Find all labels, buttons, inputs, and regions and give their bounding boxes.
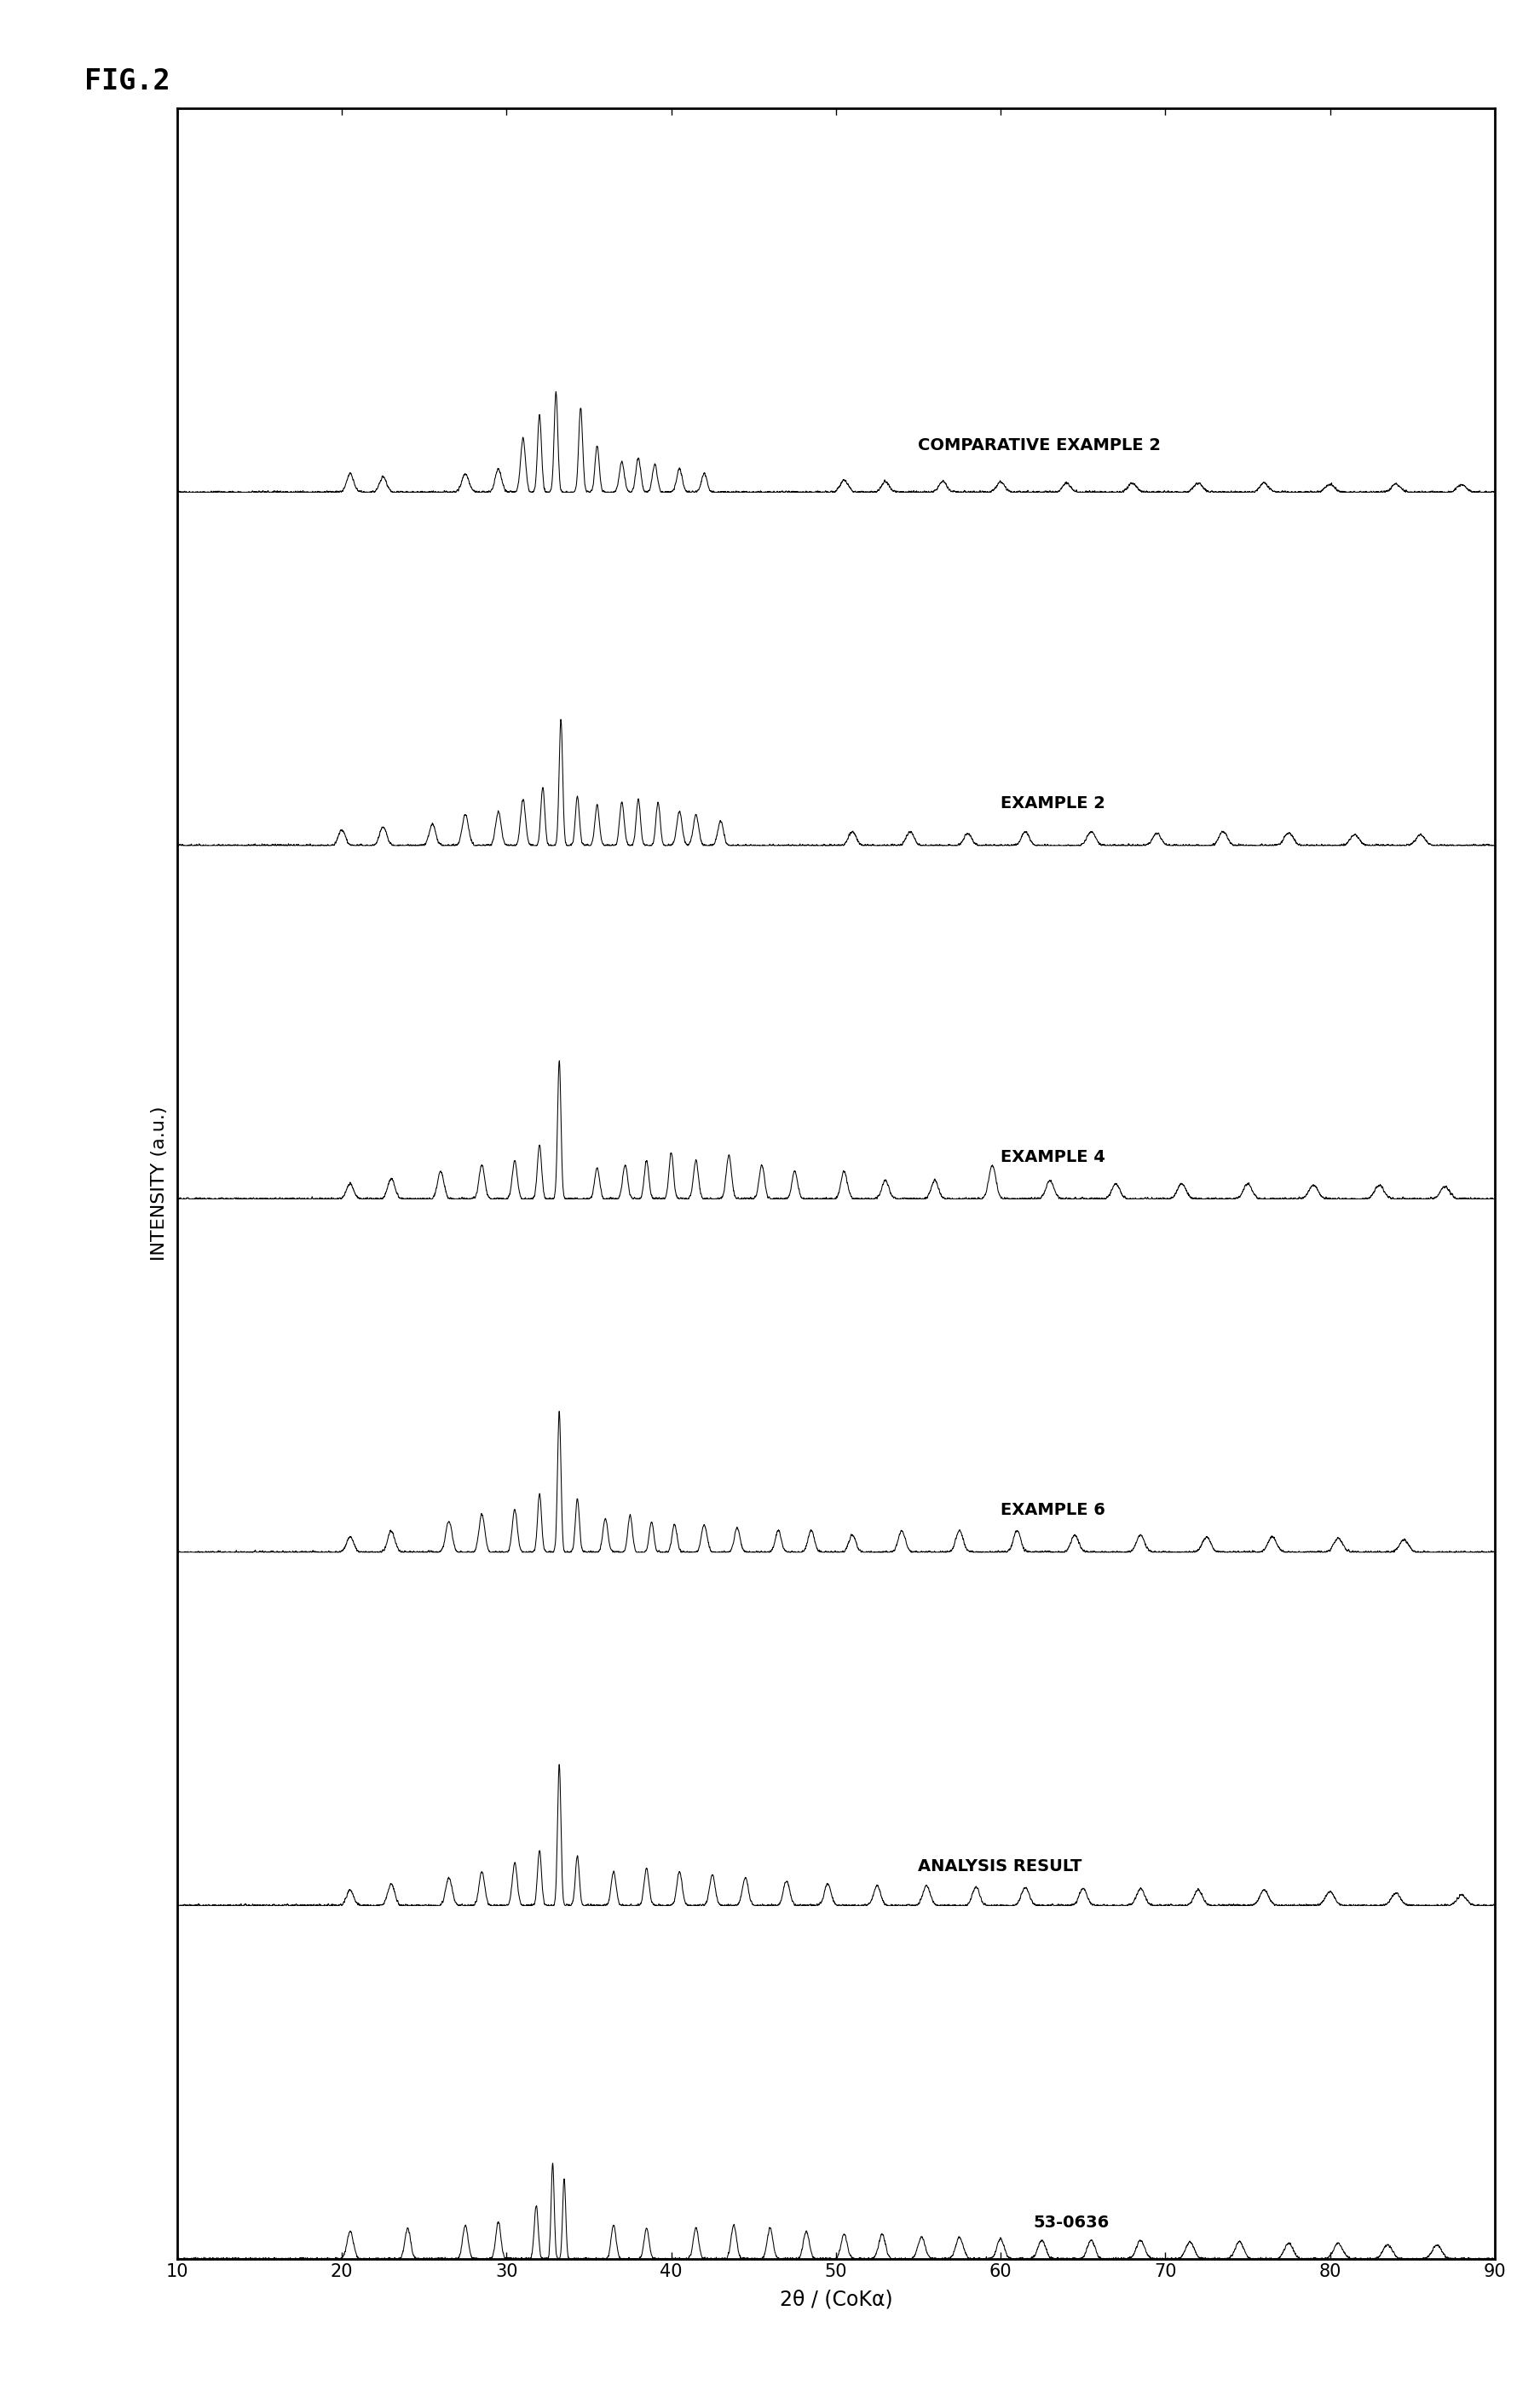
Text: EXAMPLE 4: EXAMPLE 4 [999, 1149, 1104, 1165]
Text: EXAMPLE 2: EXAMPLE 2 [999, 795, 1104, 812]
Text: 53-0636: 53-0636 [1033, 2216, 1109, 2230]
X-axis label: 2θ / (CoKα): 2θ / (CoKα) [779, 2290, 892, 2309]
Text: FIG.2: FIG.2 [85, 67, 171, 96]
Text: EXAMPLE 6: EXAMPLE 6 [999, 1502, 1104, 1519]
Text: COMPARATIVE EXAMPLE 2: COMPARATIVE EXAMPLE 2 [918, 437, 1161, 454]
Text: ANALYSIS RESULT: ANALYSIS RESULT [918, 1858, 1081, 1874]
Y-axis label: INTENSITY (a.u.): INTENSITY (a.u.) [151, 1105, 168, 1262]
